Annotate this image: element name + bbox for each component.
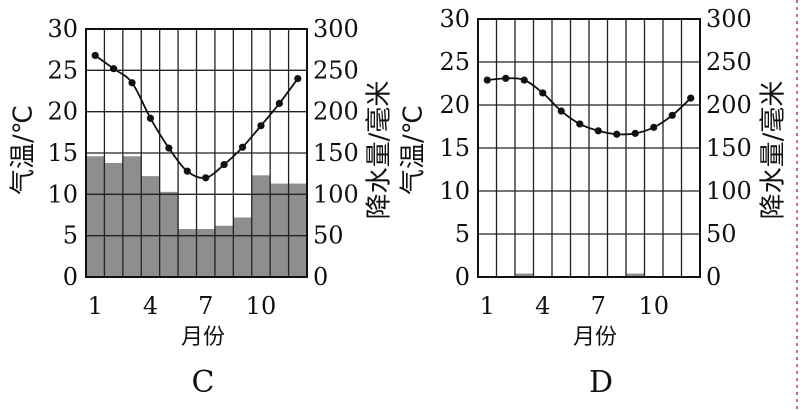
temperature-point-D-m3 — [520, 76, 528, 84]
y-left-tick: 5 — [63, 222, 78, 250]
temperature-point-C-m7 — [202, 174, 210, 182]
y-right-tick: 250 — [313, 56, 359, 84]
y-left-tick: 30 — [47, 15, 78, 43]
precip-bar-C-m2 — [104, 162, 123, 277]
y-left-tick: 15 — [439, 134, 470, 162]
plot-frame — [85, 28, 308, 278]
y-left-tick: 10 — [439, 177, 470, 205]
temperature-point-D-m10 — [650, 123, 658, 131]
x-axis-label: 月份 — [181, 325, 225, 350]
y-left-tick: 10 — [47, 180, 78, 208]
temperature-point-C-m8 — [220, 160, 228, 169]
y-right-tick: 150 — [313, 139, 359, 167]
x-tick: 4 — [535, 292, 550, 320]
precip-bar-C-m12 — [288, 183, 307, 277]
y-right-tick: 50 — [313, 222, 344, 250]
precip-bar-C-m3 — [122, 156, 142, 277]
y-right-tick: 0 — [706, 263, 721, 291]
x-tick: 1 — [480, 292, 495, 320]
temperature-point-D-m12 — [687, 94, 695, 102]
precip-bar-D-m9 — [626, 273, 645, 277]
temperature-point-D-m5 — [557, 107, 565, 115]
temperature-point-D-m7 — [594, 127, 602, 135]
y-left-tick: 20 — [47, 98, 78, 126]
precip-bar-C-m11 — [270, 183, 289, 277]
x-tick: 10 — [638, 292, 669, 320]
temperature-point-D-m11 — [668, 111, 676, 119]
y-right-tick: 200 — [706, 91, 752, 119]
y-right-tick: 150 — [706, 134, 752, 162]
y-left-tick: 15 — [47, 139, 78, 167]
plot-frame — [477, 18, 701, 278]
temperature-point-C-m4 — [146, 114, 155, 122]
y-left-tick: 0 — [455, 263, 470, 291]
temperature-point-C-m11 — [275, 99, 283, 107]
temperature-point-D-m8 — [613, 130, 621, 138]
y-right-tick: 100 — [313, 180, 359, 208]
temperature-point-C-m3 — [128, 79, 136, 87]
temperature-point-D-m4 — [539, 89, 547, 97]
precip-bar-C-m10 — [251, 175, 271, 277]
temperature-point-C-m9 — [238, 143, 247, 151]
precip-bar-C-m7 — [196, 229, 215, 277]
temperature-point-C-m2 — [110, 65, 118, 73]
y-right-tick: 200 — [313, 98, 359, 126]
temperature-point-C-m6 — [183, 167, 191, 175]
x-tick: 1 — [88, 292, 103, 320]
y-right-axis-label: 降水量/毫米 — [759, 81, 789, 220]
precip-bar-D-m3 — [515, 273, 534, 277]
y-right-tick: 100 — [706, 177, 752, 205]
temperature-point-D-m9 — [631, 129, 639, 137]
chart-label: C — [192, 365, 215, 400]
x-tick: 7 — [198, 292, 213, 320]
y-left-tick: 30 — [439, 5, 470, 33]
temperature-point-D-m2 — [502, 74, 510, 82]
x-tick: 7 — [591, 292, 606, 320]
precip-bar-C-m5 — [159, 191, 179, 277]
precip-bar-C-m9 — [233, 217, 252, 277]
precip-bar-C-m4 — [141, 176, 160, 277]
temperature-point-C-m10 — [257, 122, 265, 130]
x-tick: 10 — [246, 292, 277, 320]
precip-bar-C-m1 — [86, 156, 105, 277]
x-tick: 4 — [143, 292, 158, 320]
chart-label: D — [589, 365, 613, 400]
y-right-tick: 300 — [313, 15, 359, 43]
y-left-axis-label: 气温/℃ — [9, 105, 39, 195]
y-right-tick: 250 — [706, 48, 752, 76]
temperature-point-D-m6 — [576, 120, 584, 128]
y-right-axis-label: 降水量/毫米 — [365, 81, 395, 220]
y-left-tick: 5 — [455, 220, 470, 248]
x-axis-label: 月份 — [573, 325, 617, 350]
precip-bar-C-m6 — [178, 229, 197, 277]
y-right-tick: 0 — [313, 263, 328, 291]
temperature-point-C-m12 — [294, 75, 302, 83]
y-left-tick: 20 — [439, 91, 470, 119]
temperature-point-C-m5 — [165, 144, 173, 152]
y-left-tick: 0 — [63, 263, 78, 291]
temperature-point-D-m1 — [483, 76, 491, 84]
y-right-tick: 50 — [706, 220, 737, 248]
y-left-tick: 25 — [47, 56, 78, 84]
temperature-point-C-m1 — [91, 51, 99, 60]
y-left-tick: 25 — [439, 48, 470, 76]
precip-bar-C-m8 — [214, 225, 234, 277]
y-right-tick: 300 — [706, 5, 752, 33]
y-left-axis-label: 气温/℃ — [399, 105, 429, 195]
